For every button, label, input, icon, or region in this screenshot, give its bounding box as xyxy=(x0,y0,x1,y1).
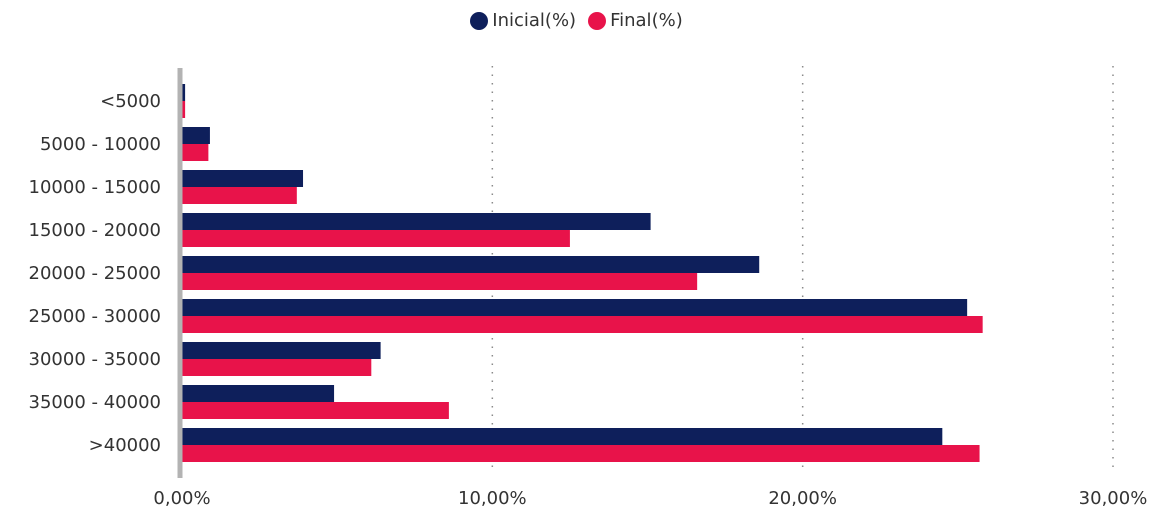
y-tick-label-2: 10000 - 15000 xyxy=(29,177,161,198)
y-tick-label-6: 30000 - 35000 xyxy=(29,349,161,370)
x-tick-label-2: 20,00% xyxy=(768,488,837,509)
bar-final-1 xyxy=(182,144,209,161)
legend-item-final[interactable]: Final(%) xyxy=(588,10,683,31)
bar-inicial-1 xyxy=(182,127,210,144)
bar-final-6 xyxy=(182,359,372,376)
legend-item-inicial[interactable]: Inicial(%) xyxy=(470,10,576,31)
bar-final-4 xyxy=(182,273,698,290)
x-tick-label-3: 30,00% xyxy=(1079,488,1148,509)
legend-marker-inicial xyxy=(470,11,489,30)
y-tick-label-8: >40000 xyxy=(89,435,161,456)
y-tick-label-4: 20000 - 25000 xyxy=(29,263,161,284)
bar-final-7 xyxy=(182,402,449,419)
legend-label-inicial: Inicial(%) xyxy=(492,10,577,31)
bar-inicial-7 xyxy=(182,385,335,402)
bar-inicial-5 xyxy=(182,299,968,316)
bar-final-5 xyxy=(182,316,983,333)
y-tick-label-7: 35000 - 40000 xyxy=(29,392,161,413)
y-tick-label-1: 5000 - 10000 xyxy=(40,134,161,155)
bar-final-2 xyxy=(182,187,297,204)
legend-label-final: Final(%) xyxy=(610,10,683,31)
bar-inicial-3 xyxy=(182,213,651,230)
legend: Inicial(%) Final(%) xyxy=(0,10,1153,31)
y-tick-label-0: <5000 xyxy=(100,91,161,112)
x-tick-label-1: 10,00% xyxy=(458,488,527,509)
bar-final-3 xyxy=(182,230,570,247)
legend-marker-final xyxy=(588,11,607,30)
y-tick-label-3: 15000 - 20000 xyxy=(29,220,161,241)
bar-final-8 xyxy=(182,445,980,462)
bar-inicial-8 xyxy=(182,428,943,445)
bar-inicial-6 xyxy=(182,342,381,359)
bar-final-0 xyxy=(182,101,186,118)
bar-inicial-0 xyxy=(182,84,186,101)
bar-inicial-2 xyxy=(182,170,304,187)
bar-inicial-4 xyxy=(182,256,760,273)
y-tick-label-5: 25000 - 30000 xyxy=(29,306,161,327)
x-tick-label-0: 0,00% xyxy=(153,488,210,509)
